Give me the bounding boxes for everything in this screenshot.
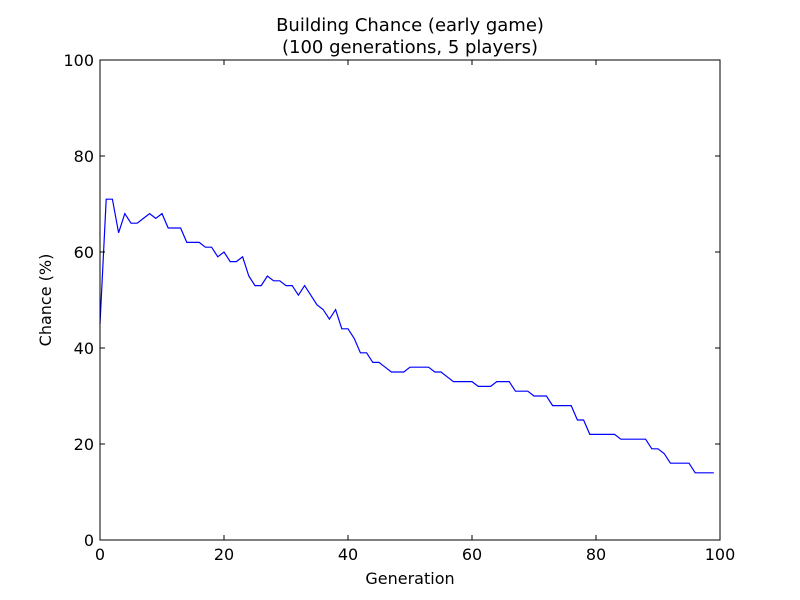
x-tick-label: 100 <box>705 545 736 564</box>
y-tick-label: 20 <box>74 435 94 454</box>
x-tick-label: 80 <box>586 545 606 564</box>
y-tick-label: 40 <box>74 339 94 358</box>
y-tick-label: 60 <box>74 243 94 262</box>
plot-frame <box>99 59 721 541</box>
x-tick-label: 60 <box>462 545 482 564</box>
chart-subtitle: (100 generations, 5 players) <box>282 37 538 58</box>
data-series-line <box>99 198 714 474</box>
plot-area: 0 20 40 60 80 100 0 20 40 60 80 100 <box>63 51 735 564</box>
x-tick-label: 20 <box>214 545 234 564</box>
x-tick-label: 40 <box>338 545 358 564</box>
y-tick-label: 0 <box>84 531 94 550</box>
y-axis-label: Chance (%) <box>36 254 55 347</box>
chart-title: Building Chance (early game) <box>276 15 544 36</box>
y-tick-label: 80 <box>74 147 94 166</box>
y-tick-label: 100 <box>63 51 94 70</box>
x-tick-label: 0 <box>95 545 105 564</box>
x-axis-label: Generation <box>365 569 454 588</box>
